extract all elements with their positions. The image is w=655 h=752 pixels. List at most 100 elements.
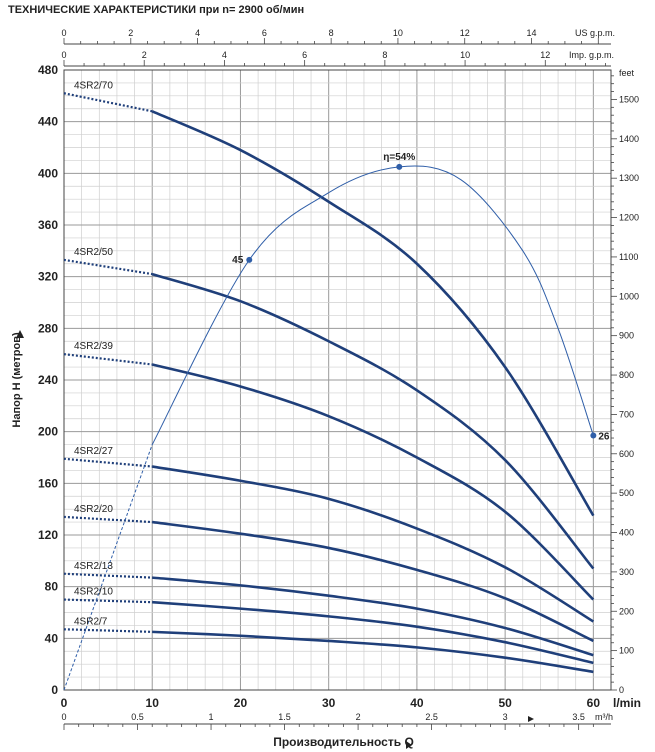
pump-curve-dashed xyxy=(63,457,153,468)
imp-gpm-tick-label: 12 xyxy=(540,50,550,60)
y-tick-label: 240 xyxy=(38,373,58,387)
y-tick-label: 400 xyxy=(38,166,58,180)
m3h-tick-label: 1 xyxy=(209,712,214,722)
m3h-tick-label: 3.5 xyxy=(572,712,585,722)
efficiency-label: η=54% xyxy=(383,152,415,163)
us-gpm-tick-label: 0 xyxy=(61,28,66,38)
x-tick-label: 10 xyxy=(146,696,160,710)
pump-curve xyxy=(151,363,595,601)
feet-tick-label: 500 xyxy=(619,488,634,498)
pump-curve-label: 4SR2/27 xyxy=(74,446,113,457)
y-tick-label: 200 xyxy=(38,425,58,439)
x-tick-label: 0 xyxy=(61,696,68,710)
feet-tick-label: 800 xyxy=(619,370,634,380)
us-gpm-tick-label: 8 xyxy=(329,28,334,38)
x-unit-label: l/min xyxy=(613,696,641,710)
feet-tick-label: 1000 xyxy=(619,291,639,301)
y-tick-label: 320 xyxy=(38,270,58,284)
y-tick-label: 360 xyxy=(38,218,58,232)
pump-curve-label: 4SR2/70 xyxy=(74,80,113,91)
feet-tick-label: 700 xyxy=(619,409,634,419)
y-tick-label: 440 xyxy=(38,115,58,129)
pump-curve-dashed xyxy=(63,515,153,524)
chart-title: ТЕХНИЧЕСКИЕ ХАРАКТЕРИСТИКИ при n= 2900 о… xyxy=(8,4,305,16)
imp-gpm-tick-label: 6 xyxy=(302,50,307,60)
pump-curve-label: 4SR2/39 xyxy=(74,341,113,352)
m3h-arrow-icon xyxy=(528,716,534,722)
feet-tick-label: 1400 xyxy=(619,134,639,144)
pump-curve-label: 4SR2/50 xyxy=(74,247,113,258)
pump-curve-label: 4SR2/10 xyxy=(74,587,113,598)
feet-tick-label: 900 xyxy=(619,331,634,341)
pump-curve xyxy=(152,600,594,665)
pump-curve-dashed xyxy=(63,258,153,276)
us-gpm-tick-label: 2 xyxy=(128,28,133,38)
us-gpm-tick-label: 14 xyxy=(527,28,537,38)
us-gpm-tick-label: 12 xyxy=(460,28,470,38)
x-tick-label: 60 xyxy=(587,696,601,710)
y-tick-label: 120 xyxy=(38,528,58,542)
feet-tick-label: 100 xyxy=(619,646,634,656)
curves xyxy=(63,92,595,674)
feet-tick-label: 1500 xyxy=(619,94,639,104)
y-tick-label: 40 xyxy=(45,631,59,645)
m3h-tick-label: 0 xyxy=(61,712,66,722)
imp-gpm-tick-label: 2 xyxy=(142,50,147,60)
pump-curve-dashed xyxy=(63,598,153,604)
m3h-tick-label: 2.5 xyxy=(425,712,438,722)
feet-tick-label: 1100 xyxy=(619,252,638,262)
y-tick-label: 160 xyxy=(38,476,58,490)
imp-gpm-tick-label: 8 xyxy=(382,50,387,60)
axes: 04080120160200240280320360400440480Напор… xyxy=(11,28,641,749)
imp-gpm-tick-label: 0 xyxy=(61,50,66,60)
grid xyxy=(63,69,612,691)
efficiency-curve xyxy=(63,163,597,691)
efficiency-curve xyxy=(151,165,594,445)
pump-curve xyxy=(152,630,594,674)
us-gpm-tick-label: 6 xyxy=(262,28,267,38)
x-arrow-icon xyxy=(406,741,412,749)
pump-curve-dashed xyxy=(63,353,153,366)
pump-curve-dashed xyxy=(63,572,153,579)
imp-gpm-tick-label: 10 xyxy=(460,50,470,60)
m3h-unit-label: m³/h xyxy=(595,712,613,722)
us-gpm-tick-label: 10 xyxy=(393,28,403,38)
x-axis-label: Производительность Q xyxy=(273,735,414,749)
x-tick-label: 40 xyxy=(410,696,424,710)
imp-gpm-unit-label: Imp. g.p.m. xyxy=(569,50,614,60)
pump-curve xyxy=(152,520,594,643)
m3h-tick-label: 0.5 xyxy=(131,712,144,722)
imp-gpm-tick-label: 4 xyxy=(222,50,227,60)
feet-tick-label: 400 xyxy=(619,528,634,538)
m3h-tick-label: 3 xyxy=(503,712,508,722)
x-tick-label: 30 xyxy=(322,696,336,710)
pump-curve xyxy=(152,576,594,657)
us-gpm-unit-label: US g.p.m. xyxy=(575,28,615,38)
y-tick-label: 80 xyxy=(45,580,59,594)
efficiency-label: 45 xyxy=(232,255,244,266)
m3h-tick-label: 1.5 xyxy=(278,712,291,722)
plot-frame xyxy=(63,69,612,691)
pump-curve-label: 4SR2/20 xyxy=(74,504,113,515)
feet-tick-label: 200 xyxy=(619,606,634,616)
y-arrow-icon xyxy=(16,330,24,338)
feet-unit-label: feet xyxy=(619,68,635,78)
feet-tick-label: 1300 xyxy=(619,173,639,183)
m3h-tick-label: 2 xyxy=(356,712,361,722)
feet-tick-label: 600 xyxy=(619,449,634,459)
pump-curve xyxy=(151,110,595,517)
pump-curve xyxy=(151,272,595,570)
efficiency-point xyxy=(590,432,597,439)
labels: 4SR2/70 4SR2/50 4SR2/39 4SR2/27 4SR2/20 4SR2/… xyxy=(74,80,610,627)
x-tick-label: 50 xyxy=(498,696,512,710)
pump-curve-label: 4SR2/13 xyxy=(74,561,113,572)
x-tick-label: 20 xyxy=(234,696,248,710)
pump-curve-label: 4SR2/7 xyxy=(74,616,108,627)
y-tick-label: 480 xyxy=(38,63,58,77)
efficiency-point xyxy=(396,163,403,170)
y-tick-label: 0 xyxy=(51,683,58,697)
pump-curve-dashed xyxy=(63,92,153,113)
efficiency-point xyxy=(246,256,253,263)
y-axis-label: Напор H (метров) xyxy=(11,332,23,428)
